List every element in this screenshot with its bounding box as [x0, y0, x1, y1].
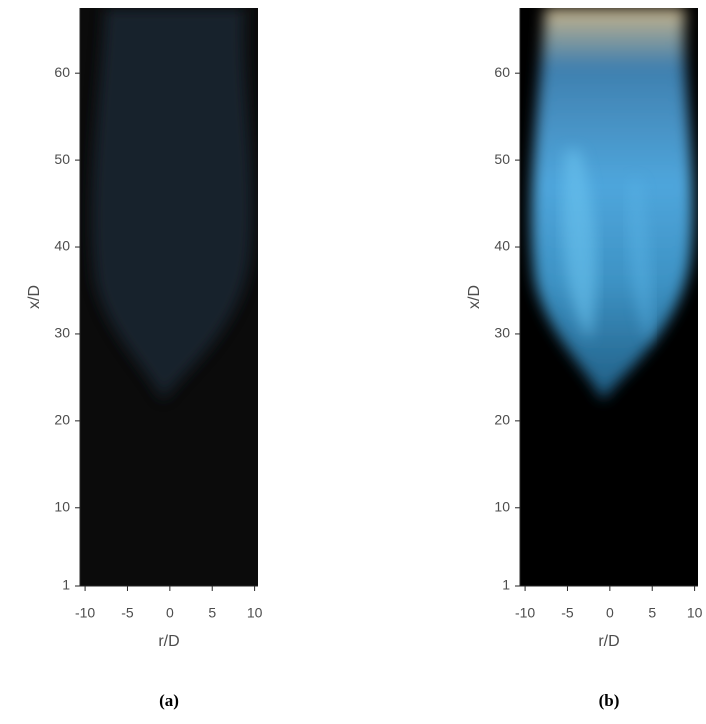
y-tick-label: 50: [494, 151, 510, 167]
figure: 1102030405060-10-50510r/Dx/D(a)110203040…: [0, 0, 706, 719]
y-axis-label: x/D: [26, 285, 43, 309]
y-tick-label: 60: [54, 64, 70, 80]
y-tick-label: 60: [494, 64, 510, 80]
x-tick-label: 10: [687, 605, 703, 621]
x-tick-label: -5: [121, 605, 134, 621]
y-tick-label: 20: [54, 412, 70, 428]
y-axis-label: x/D: [466, 285, 483, 309]
y-tick-label: 40: [494, 238, 510, 254]
y-tick-label: 20: [494, 412, 510, 428]
y-tick-label: 10: [54, 498, 70, 514]
y-tick-label: 40: [54, 238, 70, 254]
x-tick-label: -10: [515, 605, 535, 621]
x-tick-label: -10: [75, 605, 95, 621]
y-tick-label: 10: [494, 498, 510, 514]
caption: (b): [599, 691, 620, 710]
x-tick-label: 5: [648, 605, 656, 621]
caption: (a): [159, 691, 179, 710]
x-tick-label: 10: [247, 605, 263, 621]
y-tick-label: 1: [502, 577, 510, 593]
x-axis-label: r/D: [158, 633, 179, 650]
x-tick-label: 5: [208, 605, 216, 621]
y-tick-label: 1: [62, 577, 70, 593]
x-tick-label: 0: [166, 605, 174, 621]
y-tick-label: 50: [54, 151, 70, 167]
y-tick-label: 30: [54, 325, 70, 341]
x-tick-label: -5: [561, 605, 574, 621]
x-tick-label: 0: [606, 605, 614, 621]
y-tick-label: 30: [494, 325, 510, 341]
x-axis-label: r/D: [598, 633, 619, 650]
